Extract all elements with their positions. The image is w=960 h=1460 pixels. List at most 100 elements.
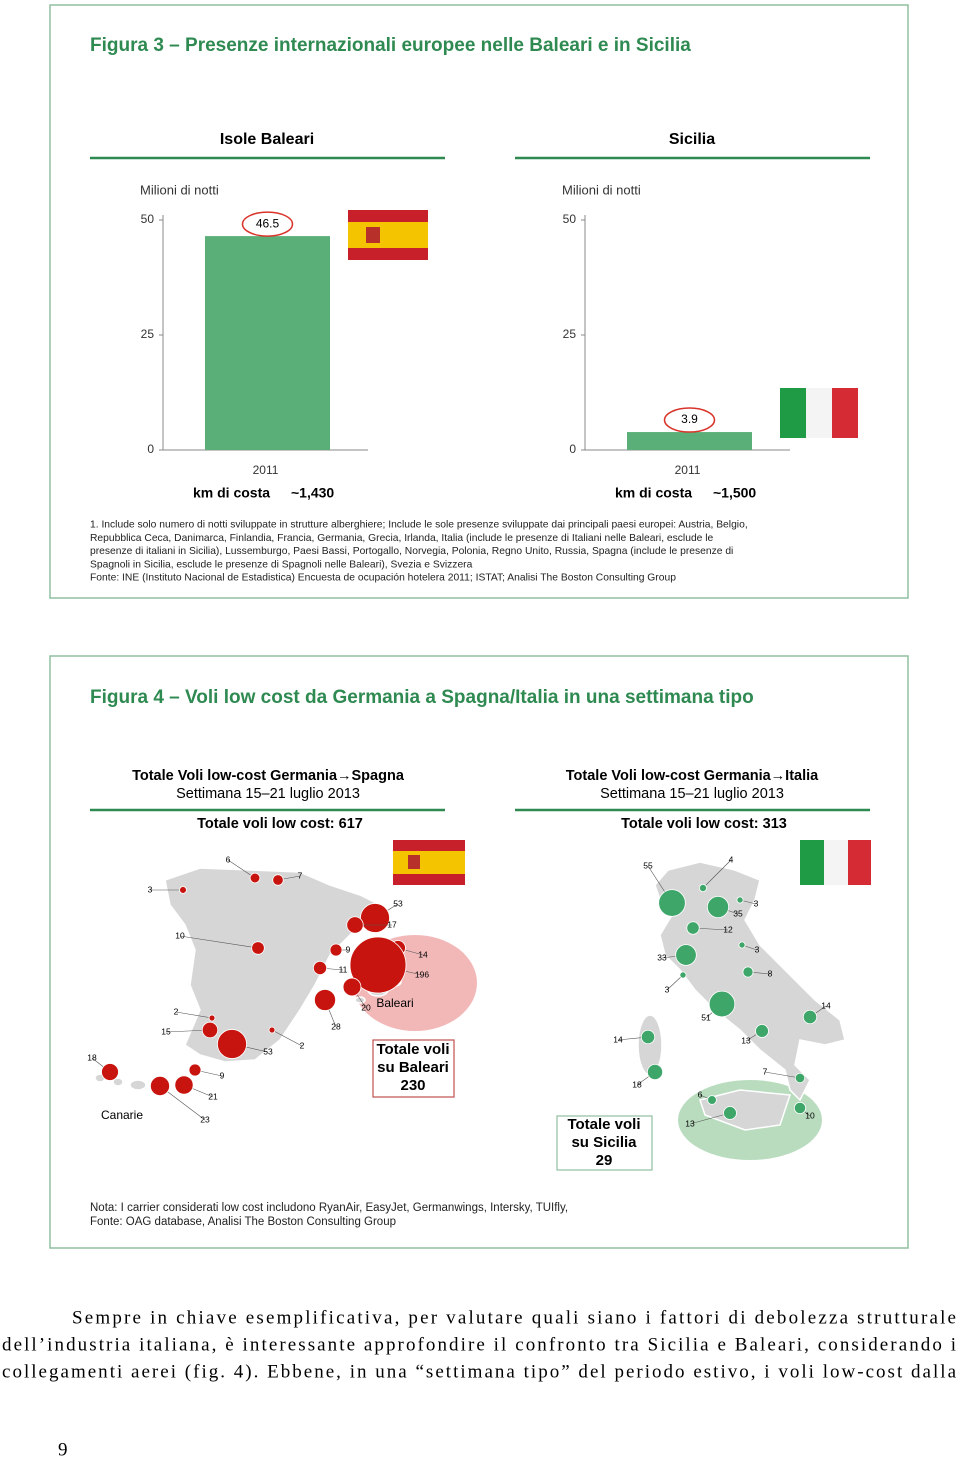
bubble-label: 3 <box>754 898 759 908</box>
bubble <box>675 944 697 966</box>
bubble <box>658 889 686 917</box>
chart-title: Sicilia <box>669 131 715 148</box>
bubble-label: 20 <box>361 1002 371 1012</box>
leader-line <box>702 859 732 889</box>
bubble <box>794 1072 806 1084</box>
flag-spain <box>393 840 465 885</box>
figure-note: Repubblica Ceca, Danimarca, Finlandia, F… <box>90 533 714 544</box>
map-heading: Totale Voli low-cost Germania→Italia <box>566 768 819 784</box>
bubble-label: 53 <box>393 898 403 908</box>
bubble <box>101 1063 119 1081</box>
bubble <box>150 1076 170 1096</box>
callout-text: Totale voli <box>376 1041 449 1058</box>
leader-line <box>227 859 256 879</box>
figure-note: 1. Include solo numero di notti sviluppa… <box>90 520 748 531</box>
figure-note: Spagnoli in Sicilia, esclude le presenze… <box>90 559 473 570</box>
bubble-label: 7 <box>763 1066 768 1076</box>
bubble-label: 7 <box>298 870 303 880</box>
bubble-label: 2 <box>174 1006 179 1016</box>
flag-italy <box>800 840 871 885</box>
bubble-label: 55 <box>643 860 653 870</box>
bubble-label: 18 <box>632 1079 642 1089</box>
callout-box <box>556 1115 653 1171</box>
bubble <box>755 1024 769 1038</box>
bubble <box>738 941 746 949</box>
map-heading: Totale Voli low-cost Germania→Spagna <box>132 768 405 784</box>
bubble <box>314 989 336 1011</box>
figure-note: presenze di italiani in Sicilia), Lussem… <box>90 546 733 557</box>
bubble <box>640 1029 656 1045</box>
axis-label: Milioni di notti <box>562 182 641 197</box>
flag-italy <box>780 388 858 438</box>
bubble-label: 14 <box>418 949 428 959</box>
bubble-label: 51 <box>701 1012 711 1022</box>
bubble <box>312 960 328 976</box>
bubble <box>360 903 390 933</box>
bubble-label: 3 <box>665 984 670 994</box>
bubble-label: 33 <box>657 952 667 962</box>
value-label: 46.5 <box>256 216 280 230</box>
bubble <box>736 896 744 904</box>
figure-title: Figura 4 – Voli low cost da Germania a S… <box>90 687 754 708</box>
map-italy <box>637 861 846 1131</box>
bubble <box>251 941 265 955</box>
axis-label: Milioni di notti <box>140 182 219 197</box>
bubble-label: 10 <box>175 930 185 940</box>
bubble <box>268 1026 276 1034</box>
leader-line <box>666 974 684 991</box>
bubble <box>174 1075 194 1095</box>
body-line: Sempre in chiave esemplificativa, per va… <box>72 1307 956 1328</box>
bar <box>205 236 330 450</box>
bubble <box>707 1095 717 1105</box>
bubble-label: 12 <box>723 924 733 934</box>
flag-spain <box>348 210 428 260</box>
y-tick-label: 50 <box>141 212 155 226</box>
bubble <box>646 1063 664 1081</box>
x-tick-label: 2011 <box>253 463 279 477</box>
bubble-label: 21 <box>208 1091 218 1101</box>
callout-text: Totale voli <box>567 1116 640 1133</box>
bubble-label: 9 <box>220 1070 225 1080</box>
bubble-label: 28 <box>331 1021 341 1031</box>
bubble <box>329 943 343 957</box>
bubble-label: 13 <box>685 1118 695 1128</box>
leader-line <box>175 1011 213 1019</box>
chart-title: Isole Baleari <box>220 131 314 148</box>
coast-value: ~1,500 <box>713 485 756 501</box>
bubble-label: 53 <box>263 1046 273 1056</box>
bubble-label: 3 <box>148 884 153 894</box>
bubble-label: 2 <box>300 1040 305 1050</box>
y-tick-label: 25 <box>141 327 155 341</box>
bubble-label: 11 <box>339 964 348 974</box>
value-label: 3.9 <box>681 412 698 426</box>
y-tick-label: 25 <box>563 327 577 341</box>
bubble <box>742 966 754 978</box>
bubble <box>188 1063 202 1077</box>
figure-title: Figura 3 – Presenze internazionali europ… <box>90 35 691 56</box>
bar <box>627 432 752 450</box>
coast-value: ~1,430 <box>291 485 334 501</box>
bubble <box>686 921 700 935</box>
bubble-label: 6 <box>698 1089 703 1099</box>
bubble <box>708 990 736 1018</box>
coast-label: km di costa <box>615 485 692 501</box>
bubble <box>793 1101 807 1115</box>
bubble <box>249 872 261 884</box>
bubble <box>699 884 708 893</box>
callout-text: su Baleari <box>377 1059 449 1076</box>
bubble <box>346 916 364 934</box>
body-line: dell’industria italiana, è interessante … <box>2 1334 956 1355</box>
bubble <box>217 1029 247 1059</box>
leader-line <box>271 1029 303 1047</box>
callout-text: su Sicilia <box>571 1134 637 1151</box>
body-line: collegamenti aerei (fig. 4). Ebbene, in … <box>2 1361 957 1382</box>
bubble-label: 8 <box>768 968 773 978</box>
y-tick-label: 0 <box>147 442 154 456</box>
callout-box <box>372 1039 455 1098</box>
bubble <box>272 874 284 886</box>
map-heading: Settimana 15–21 luglio 2013 <box>176 786 360 802</box>
region-label: Canarie <box>101 1108 143 1122</box>
bubble <box>342 977 362 997</box>
bubble-label: 6 <box>226 854 231 864</box>
